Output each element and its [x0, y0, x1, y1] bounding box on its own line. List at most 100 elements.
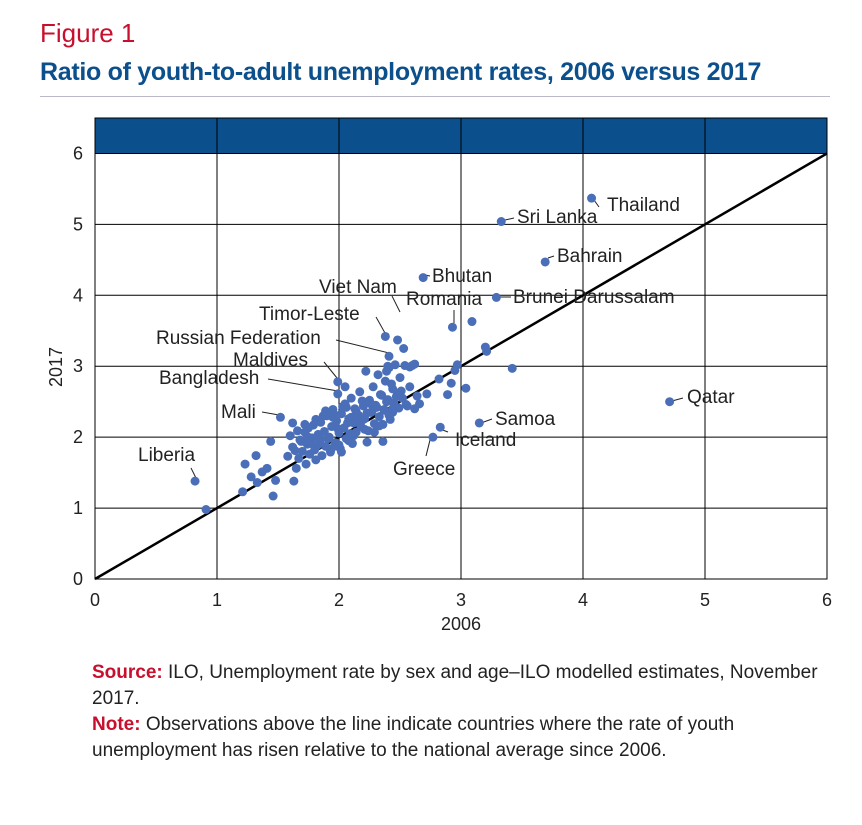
- labeled-data-point: [393, 335, 403, 345]
- data-point: [317, 451, 327, 461]
- labeled-data-point: [491, 292, 501, 302]
- leader-line: [335, 339, 390, 354]
- labeled-data-point: [380, 331, 390, 341]
- leader-line: [504, 217, 515, 221]
- data-point: [238, 487, 248, 497]
- leader-line: [547, 255, 555, 259]
- data-point: [361, 366, 371, 376]
- labeled-data-point: [435, 422, 445, 432]
- data-point: [369, 427, 379, 437]
- data-point: [289, 476, 299, 486]
- data-point: [422, 389, 432, 399]
- data-point: [346, 393, 356, 403]
- note-label: Note:: [92, 714, 141, 735]
- data-point: [334, 440, 344, 450]
- data-point: [246, 472, 256, 482]
- y-tick-label: 1: [73, 498, 83, 518]
- data-point: [382, 397, 392, 407]
- point-label: Iceland: [455, 430, 516, 451]
- data-point: [467, 317, 477, 327]
- point-label: Sri Lanka: [517, 207, 598, 228]
- point-label: Maldives: [233, 350, 308, 371]
- data-point: [251, 451, 261, 461]
- data-point: [314, 430, 324, 440]
- data-point: [374, 412, 384, 422]
- data-point: [362, 408, 372, 418]
- data-point: [399, 344, 409, 353]
- data-point: [356, 417, 366, 427]
- point-label: Romania: [406, 289, 482, 310]
- data-point: [346, 412, 356, 422]
- data-point: [283, 451, 293, 461]
- note-line: Note: Observations above the line indica…: [92, 712, 832, 764]
- labeled-data-point: [665, 397, 675, 407]
- x-axis-label: 2006: [441, 614, 481, 634]
- data-point: [201, 504, 211, 514]
- data-point: [294, 453, 304, 463]
- y-axis-label: 2017: [46, 347, 66, 387]
- data-point: [446, 378, 456, 388]
- data-point: [297, 446, 307, 456]
- source-line: Source: ILO, Unemployment rate by sex an…: [92, 660, 832, 712]
- data-point: [262, 463, 272, 473]
- point-label: Brunei Darussalam: [513, 287, 675, 308]
- data-point: [271, 475, 281, 485]
- point-label: Timor-Leste: [259, 304, 360, 325]
- labeled-data-point: [333, 377, 343, 387]
- data-point: [288, 418, 298, 428]
- data-point: [323, 434, 333, 444]
- data-point: [434, 374, 444, 384]
- data-point: [240, 459, 250, 469]
- data-point: [301, 459, 311, 469]
- y-tick-label: 2: [73, 427, 83, 447]
- figure-notes: Source: ILO, Unemployment rate by sex an…: [92, 660, 832, 764]
- labeled-data-point: [275, 412, 285, 422]
- data-point: [336, 409, 346, 419]
- data-point: [327, 444, 337, 454]
- data-point: [336, 447, 346, 457]
- x-tick-label: 5: [700, 590, 710, 610]
- x-tick-label: 4: [578, 590, 588, 610]
- data-point: [300, 419, 310, 429]
- point-label: Bangladesh: [159, 368, 259, 389]
- point-label: Thailand: [607, 195, 680, 216]
- data-point: [378, 436, 388, 446]
- data-point: [366, 399, 376, 409]
- data-point: [386, 379, 396, 389]
- leader-line: [261, 411, 280, 416]
- point-label: Greece: [393, 459, 455, 480]
- leader-line: [391, 295, 401, 313]
- y-tick-label: 3: [73, 356, 83, 376]
- data-point: [390, 360, 400, 370]
- data-point: [344, 436, 354, 446]
- scatter-chart: 0 1 2 3 4 5 6 0 1 2 3 4 5 6 Thailand Sri Lanka Bahrain B…: [46, 117, 832, 634]
- data-point: [405, 362, 415, 372]
- labeled-data-point: [384, 351, 394, 361]
- x-tick-label: 3: [456, 590, 466, 610]
- point-label: Liberia: [138, 445, 195, 466]
- label-leaders: [190, 199, 684, 481]
- source-label: Source:: [92, 662, 163, 683]
- point-labels: Thailand Sri Lanka Bahrain Bhutan Brunei Dar…: [138, 195, 735, 480]
- figure-label: Figure 1: [40, 18, 136, 48]
- data-point: [268, 491, 278, 501]
- title-divider: [40, 96, 830, 97]
- data-point: [443, 390, 453, 400]
- data-point: [351, 406, 361, 416]
- data-point: [373, 370, 383, 380]
- data-point: [360, 424, 370, 434]
- data-point: [362, 437, 372, 447]
- y-tick-label: 5: [73, 214, 83, 234]
- figure-title: Ratio of youth-to-adult unemployment rat…: [40, 58, 762, 86]
- data-point: [405, 382, 415, 392]
- data-point: [311, 414, 321, 424]
- data-point: [415, 399, 425, 409]
- data-point: [391, 392, 401, 402]
- data-point: [482, 346, 492, 356]
- data-point: [412, 391, 422, 401]
- leader-line: [425, 439, 431, 457]
- x-tick-label: 6: [822, 590, 832, 610]
- data-point: [340, 382, 350, 392]
- data-point: [266, 436, 276, 446]
- data-point: [285, 431, 295, 441]
